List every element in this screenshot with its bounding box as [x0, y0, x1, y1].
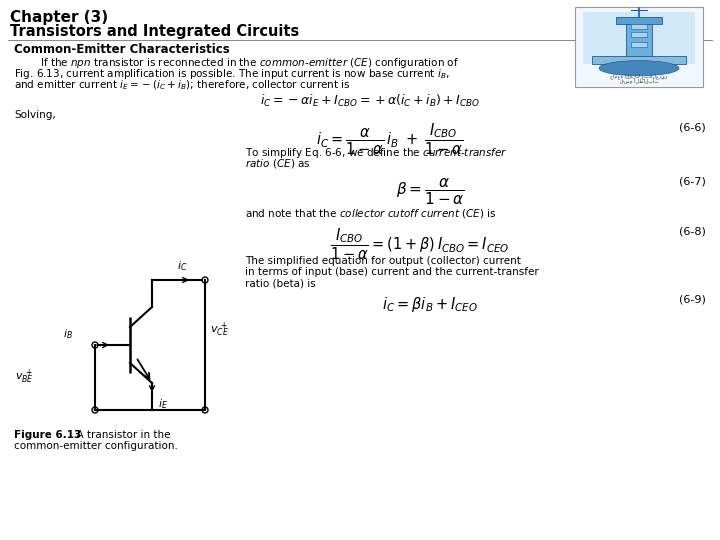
Text: (6-8): (6-8)	[679, 227, 706, 237]
Ellipse shape	[599, 60, 679, 76]
Text: $i_C = -\alpha i_E + I_{CBO} = +\alpha(i_C + i_B) + I_{CBO}$: $i_C = -\alpha i_E + I_{CBO} = +\alpha(i…	[260, 93, 480, 109]
Text: (6-6): (6-6)	[679, 122, 706, 132]
Text: قسم الطالبات: قسم الطالبات	[619, 79, 659, 84]
Text: $i_C = \dfrac{\alpha}{1-\alpha}\,i_B\; +\; \dfrac{I_{CBO}}{1-\alpha}$: $i_C = \dfrac{\alpha}{1-\alpha}\,i_B\; +…	[317, 122, 464, 157]
Text: and note that the $\mathit{collector}$ $\mathit{cutoff}$ $\mathit{current}$ $\ma: and note that the $\mathit{collector}$ $…	[245, 207, 497, 220]
Text: جامعة الملك عبدالعزيز: جامعة الملك عبدالعزيز	[611, 73, 667, 78]
Bar	[583, 12, 695, 64]
Text: $i_E$: $i_E$	[158, 397, 168, 411]
Text: Solving,: Solving,	[14, 110, 55, 120]
Text: $v_{BE}^{\;+}$: $v_{BE}^{\;+}$	[15, 368, 34, 386]
Bar	[593, 56, 685, 64]
Bar	[631, 32, 647, 37]
Text: If the $\mathit{npn}$ transistor is reconnected in the $\mathit{common}$-$\mathi: If the $\mathit{npn}$ transistor is reco…	[40, 56, 459, 70]
Text: $i_C = \beta i_B + I_{CEO}$: $i_C = \beta i_B + I_{CEO}$	[382, 295, 478, 314]
Text: Chapter (3): Chapter (3)	[10, 10, 108, 25]
Text: The simplified equation for output (collector) current: The simplified equation for output (coll…	[245, 256, 521, 266]
Circle shape	[202, 407, 208, 413]
Text: Figure 6.13: Figure 6.13	[14, 430, 81, 440]
Bar	[626, 19, 652, 57]
Bar	[616, 17, 662, 24]
Text: ratio (beta) is: ratio (beta) is	[245, 278, 316, 288]
Text: To simplify Eq. 6-6, we define the $\mathit{current}$-$\mathit{transfer}$: To simplify Eq. 6-6, we define the $\mat…	[245, 146, 508, 160]
Text: $\beta = \dfrac{\alpha}{1-\alpha}$: $\beta = \dfrac{\alpha}{1-\alpha}$	[395, 177, 464, 207]
Text: (6-9): (6-9)	[679, 295, 706, 305]
Text: A transistor in the: A transistor in the	[70, 430, 171, 440]
Text: (6-7): (6-7)	[679, 177, 706, 187]
Text: $i_B$: $i_B$	[63, 327, 73, 341]
Text: and emitter current $i_E = -(i_C + i_B)$; therefore, collector current is: and emitter current $i_E = -(i_C + i_B)$…	[14, 78, 351, 92]
Circle shape	[202, 277, 208, 283]
Text: $\mathit{ratio}$ $\mathit{(CE)}$ as: $\mathit{ratio}$ $\mathit{(CE)}$ as	[245, 157, 311, 170]
Bar	[631, 42, 647, 47]
Text: Common-Emitter Characteristics: Common-Emitter Characteristics	[14, 43, 230, 56]
Text: in terms of input (base) current and the current-transfer: in terms of input (base) current and the…	[245, 267, 539, 277]
Circle shape	[92, 407, 98, 413]
Text: Transistors and Integrated Circuits: Transistors and Integrated Circuits	[10, 24, 300, 39]
Circle shape	[92, 342, 98, 348]
Text: common-emitter configuration.: common-emitter configuration.	[14, 441, 178, 451]
Text: $i_C$: $i_C$	[176, 259, 187, 273]
Text: Fig. 6.13, current amplification is possible. The input current is now base curr: Fig. 6.13, current amplification is poss…	[14, 67, 450, 81]
Text: $v_{CE}^{\;+}$: $v_{CE}^{\;+}$	[210, 321, 229, 339]
Bar	[631, 24, 647, 29]
Text: $\dfrac{I_{CBO}}{1-\alpha} = (1 + \beta)\,I_{CBO} = I_{CEO}$: $\dfrac{I_{CBO}}{1-\alpha} = (1 + \beta)…	[330, 227, 510, 262]
